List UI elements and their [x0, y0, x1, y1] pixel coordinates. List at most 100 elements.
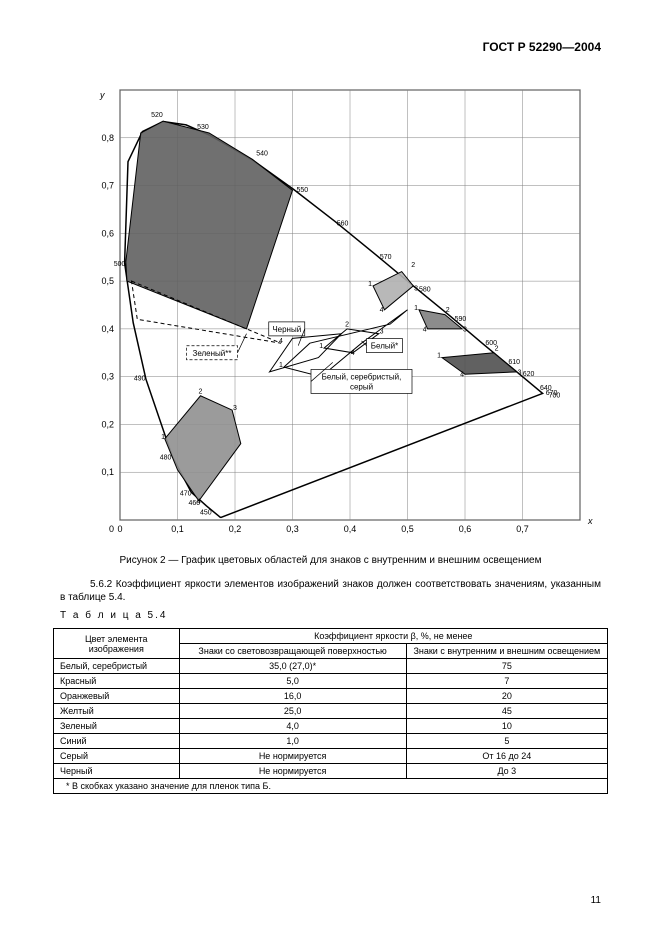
svg-text:560: 560: [337, 220, 349, 227]
svg-text:Белый*: Белый*: [371, 342, 398, 351]
svg-text:570: 570: [380, 254, 392, 261]
svg-text:3: 3: [518, 369, 522, 376]
svg-text:0,2: 0,2: [101, 419, 114, 429]
svg-text:0,7: 0,7: [101, 181, 114, 191]
svg-text:4: 4: [423, 326, 427, 333]
table-row: Желтый25,045: [54, 704, 608, 719]
svg-text:520: 520: [151, 112, 163, 119]
col-group: Коэффициент яркости β, %, не менее: [179, 629, 607, 644]
table-row: Оранжевый16,020: [54, 689, 608, 704]
svg-text:1: 1: [414, 305, 418, 312]
svg-text:0: 0: [109, 524, 114, 534]
svg-text:x: x: [587, 516, 593, 526]
svg-text:540: 540: [256, 150, 268, 157]
table-cell: 10: [406, 719, 607, 734]
chromaticity-chart: 00,10,20,30,40,50,60,70,10,20,30,40,50,6…: [80, 80, 600, 540]
page: ГОСТ Р 52290—2004 0 0,1 0,2 0,3 0,4 0,5 0,6 0,7…: [0, 0, 661, 936]
svg-text:1: 1: [368, 281, 372, 288]
svg-text:3: 3: [233, 405, 237, 412]
table-row: ЧерныйНе нормируетсяДо 3: [54, 764, 608, 779]
svg-text:4: 4: [460, 372, 464, 379]
table-cell: 4,0: [179, 719, 406, 734]
table-cell: 45: [406, 704, 607, 719]
paragraph-5-6-2: 5.6.2 Коэффициент яркости элементов изоб…: [60, 578, 601, 604]
svg-text:0,7: 0,7: [516, 524, 529, 534]
svg-text:Черный: Черный: [272, 325, 301, 334]
svg-text:y: y: [99, 90, 105, 100]
svg-text:0,4: 0,4: [101, 324, 114, 334]
table-cell: 16,0: [179, 689, 406, 704]
table-cell: Черный: [54, 764, 180, 779]
svg-text:3: 3: [414, 286, 418, 293]
svg-text:0,8: 0,8: [101, 133, 114, 143]
svg-text:3: 3: [463, 326, 467, 333]
table-cell: 35,0 (27,0)*: [179, 659, 406, 674]
svg-text:590: 590: [455, 316, 467, 323]
table-row: Красный5,07: [54, 674, 608, 689]
svg-text:580: 580: [419, 286, 431, 293]
svg-text:0,2: 0,2: [229, 524, 242, 534]
table-row: СерыйНе нормируетсяОт 16 до 24: [54, 749, 608, 764]
table-cell: 5: [406, 734, 607, 749]
svg-text:1: 1: [161, 434, 165, 441]
table-cell: 5,0: [179, 674, 406, 689]
svg-text:2: 2: [345, 322, 349, 329]
table-cell: Не нормируется: [179, 749, 406, 764]
col2: Знаки со световозвращающей поверхностью: [179, 644, 406, 659]
table-cell: 7: [406, 674, 607, 689]
svg-text:серый: серый: [350, 382, 373, 391]
col-rowhead: Цвет элементаизображения: [54, 629, 180, 659]
table-footnote: * В скобках указано значение для пленок …: [54, 779, 608, 794]
svg-text:500: 500: [114, 261, 126, 268]
table-cell: От 16 до 24: [406, 749, 607, 764]
table-row: Зеленый4,010: [54, 719, 608, 734]
svg-text:610: 610: [508, 359, 520, 366]
table-cell: Красный: [54, 674, 180, 689]
svg-text:0,5: 0,5: [101, 276, 114, 286]
table-5-4: Цвет элементаизображения Коэффициент ярк…: [53, 628, 608, 794]
svg-text:2: 2: [411, 262, 415, 269]
svg-text:470: 470: [180, 490, 192, 497]
chart-svg: 00,10,20,30,40,50,60,70,10,20,30,40,50,6…: [80, 80, 600, 540]
svg-text:0,1: 0,1: [101, 467, 114, 477]
svg-text:4: 4: [380, 307, 384, 314]
table-cell: 25,0: [179, 704, 406, 719]
svg-text:700: 700: [549, 392, 561, 399]
svg-text:0,6: 0,6: [101, 228, 114, 238]
svg-text:450: 450: [200, 509, 212, 516]
svg-text:550: 550: [297, 187, 309, 194]
svg-text:2: 2: [446, 307, 450, 314]
page-number: 11: [591, 895, 601, 906]
table-cell: 1,0: [179, 734, 406, 749]
table-cell: Серый: [54, 749, 180, 764]
table-title: Т а б л и ц а 5.4: [60, 610, 167, 621]
svg-text:0,4: 0,4: [344, 524, 357, 534]
svg-text:620: 620: [523, 371, 535, 378]
table-row: Белый, серебристый35,0 (27,0)*75: [54, 659, 608, 674]
table-cell: Оранжевый: [54, 689, 180, 704]
svg-text:0,1: 0,1: [171, 524, 184, 534]
svg-text:Белый, серебристый,: Белый, серебристый,: [322, 372, 402, 381]
col3: Знаки с внутренним и внешним освещением: [406, 644, 607, 659]
svg-text:4: 4: [279, 338, 283, 345]
table-cell: Желтый: [54, 704, 180, 719]
svg-text:2: 2: [495, 345, 499, 352]
table-cell: 20: [406, 689, 607, 704]
chart-caption: Рисунок 2 — График цветовых областей для…: [0, 555, 661, 566]
svg-text:480: 480: [160, 455, 172, 462]
document-id: ГОСТ Р 52290—2004: [483, 40, 601, 54]
table-cell: Синий: [54, 734, 180, 749]
table-cell: Белый, серебристый: [54, 659, 180, 674]
svg-text:0: 0: [117, 524, 122, 534]
svg-text:0,3: 0,3: [286, 524, 299, 534]
table-cell: 75: [406, 659, 607, 674]
svg-text:490: 490: [134, 376, 146, 383]
table-cell: Зеленый: [54, 719, 180, 734]
table-cell: Не нормируется: [179, 764, 406, 779]
table-row: Синий1,05: [54, 734, 608, 749]
svg-text:1: 1: [437, 353, 441, 360]
svg-text:0,5: 0,5: [401, 524, 414, 534]
svg-text:1: 1: [319, 343, 323, 350]
svg-text:0,6: 0,6: [459, 524, 472, 534]
svg-text:4: 4: [197, 498, 201, 505]
